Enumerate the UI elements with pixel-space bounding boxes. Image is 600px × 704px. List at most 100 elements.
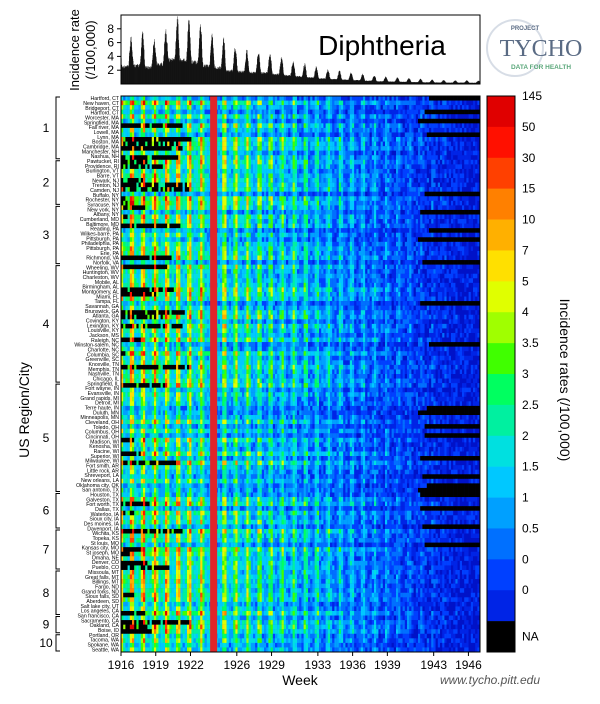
heatmap-cell bbox=[356, 173, 359, 179]
heatmap-cell bbox=[435, 141, 438, 147]
heatmap-cell bbox=[180, 114, 183, 119]
heatmap-cell bbox=[378, 118, 381, 124]
heatmap-cell bbox=[222, 150, 225, 156]
heatmap-cell bbox=[173, 164, 177, 170]
heatmap-cell bbox=[371, 100, 375, 106]
heatmap-cell bbox=[248, 109, 251, 115]
heatmap-cell bbox=[429, 100, 432, 106]
heatmap-cell bbox=[294, 168, 298, 174]
heatmap-cell bbox=[470, 105, 474, 110]
heatmap-cell bbox=[290, 187, 293, 192]
heatmap-cell bbox=[202, 168, 205, 174]
heatmap-cell bbox=[275, 178, 278, 183]
heatmap-cell bbox=[193, 123, 196, 129]
heatmap-cell bbox=[345, 146, 348, 151]
heatmap-cell bbox=[352, 159, 355, 165]
heatmap-cell bbox=[477, 105, 480, 110]
heatmap-cell bbox=[198, 168, 201, 174]
heatmap-cell bbox=[477, 155, 480, 161]
heatmap-cell bbox=[237, 164, 240, 170]
heatmap-cell bbox=[171, 159, 174, 165]
heatmap-cell bbox=[268, 114, 271, 119]
heatmap-cell bbox=[151, 164, 155, 170]
heatmap-cell bbox=[182, 105, 185, 110]
heatmap-cell bbox=[341, 137, 344, 142]
heatmap-cell bbox=[255, 141, 258, 147]
heatmap-cell bbox=[239, 105, 243, 110]
heatmap-cell bbox=[349, 182, 353, 188]
heatmap-cell bbox=[464, 141, 467, 147]
heatmap-cell bbox=[389, 178, 392, 183]
heatmap-cell bbox=[464, 109, 467, 115]
heatmap-cell bbox=[244, 146, 247, 151]
heatmap-cell bbox=[286, 141, 289, 147]
heatmap-cell bbox=[281, 132, 284, 138]
heatmap-cell bbox=[327, 159, 331, 165]
heatmap-cell bbox=[277, 123, 280, 129]
heatmap-cell bbox=[330, 137, 333, 142]
heatmap-cell bbox=[283, 105, 287, 110]
heatmap-cell bbox=[398, 178, 401, 183]
heatmap-cell bbox=[407, 123, 410, 129]
heatmap-cell bbox=[330, 141, 333, 147]
heatmap-cell bbox=[356, 105, 359, 110]
heatmap-cell bbox=[457, 146, 460, 151]
heatmap-cell bbox=[413, 168, 416, 174]
heatmap-cell bbox=[178, 146, 181, 151]
heatmap-cell bbox=[288, 100, 291, 106]
heatmap-cell bbox=[248, 141, 251, 147]
heatmap-cell bbox=[129, 146, 133, 151]
heatmap-cell bbox=[264, 168, 267, 174]
heatmap-cell bbox=[409, 109, 412, 115]
heatmap-cell bbox=[286, 109, 289, 115]
heatmap-cell bbox=[389, 118, 392, 124]
heatmap-cell bbox=[178, 159, 181, 165]
heatmap-cell bbox=[259, 173, 262, 179]
heatmap-cell bbox=[140, 137, 144, 142]
heatmap-cell bbox=[433, 164, 436, 170]
heatmap-cell bbox=[429, 127, 432, 133]
heatmap-cell bbox=[338, 96, 342, 101]
heatmap-cell bbox=[358, 178, 361, 183]
heatmap-cell bbox=[301, 100, 304, 106]
heatmap-cell bbox=[404, 132, 408, 138]
heatmap-cell bbox=[325, 105, 328, 110]
heatmap-cell bbox=[341, 178, 344, 183]
heatmap-cell bbox=[407, 100, 410, 106]
heatmap-cell bbox=[343, 100, 346, 106]
heatmap-cell bbox=[343, 109, 346, 115]
heatmap-cell bbox=[239, 155, 243, 161]
heatmap-cell bbox=[167, 150, 170, 156]
heatmap-cell bbox=[391, 127, 394, 133]
heatmap-cell bbox=[200, 96, 203, 101]
heatmap-cell bbox=[319, 155, 322, 161]
heatmap-cell bbox=[310, 118, 313, 124]
heatmap-cell bbox=[312, 118, 315, 124]
heatmap-cell bbox=[338, 164, 342, 170]
heatmap-cell bbox=[382, 132, 386, 138]
heatmap-cell bbox=[299, 132, 302, 138]
heatmap-cell bbox=[237, 168, 240, 174]
heatmap-cell bbox=[140, 150, 144, 156]
heatmap-cell bbox=[226, 155, 229, 161]
heatmap-cell bbox=[202, 187, 205, 192]
heatmap-cell bbox=[444, 164, 447, 170]
heatmap-cell bbox=[176, 187, 179, 192]
heatmap-cell bbox=[125, 118, 128, 124]
heatmap-cell bbox=[167, 141, 170, 147]
heatmap-cell bbox=[338, 109, 342, 115]
heatmap-cell bbox=[165, 187, 168, 192]
heatmap-cell bbox=[431, 118, 434, 124]
heatmap-cell bbox=[312, 155, 315, 161]
heatmap-cell bbox=[418, 114, 421, 119]
heatmap-cell bbox=[154, 100, 157, 106]
heatmap-cell bbox=[470, 109, 474, 115]
heatmap-cell bbox=[279, 159, 282, 165]
heatmap-cell bbox=[387, 118, 390, 124]
heatmap-cell bbox=[448, 164, 452, 170]
heatmap-cell bbox=[272, 146, 276, 151]
heatmap-cell bbox=[411, 114, 414, 119]
heatmap-cell bbox=[319, 118, 322, 124]
heatmap-cell bbox=[250, 173, 254, 179]
heatmap-cell bbox=[184, 182, 188, 188]
